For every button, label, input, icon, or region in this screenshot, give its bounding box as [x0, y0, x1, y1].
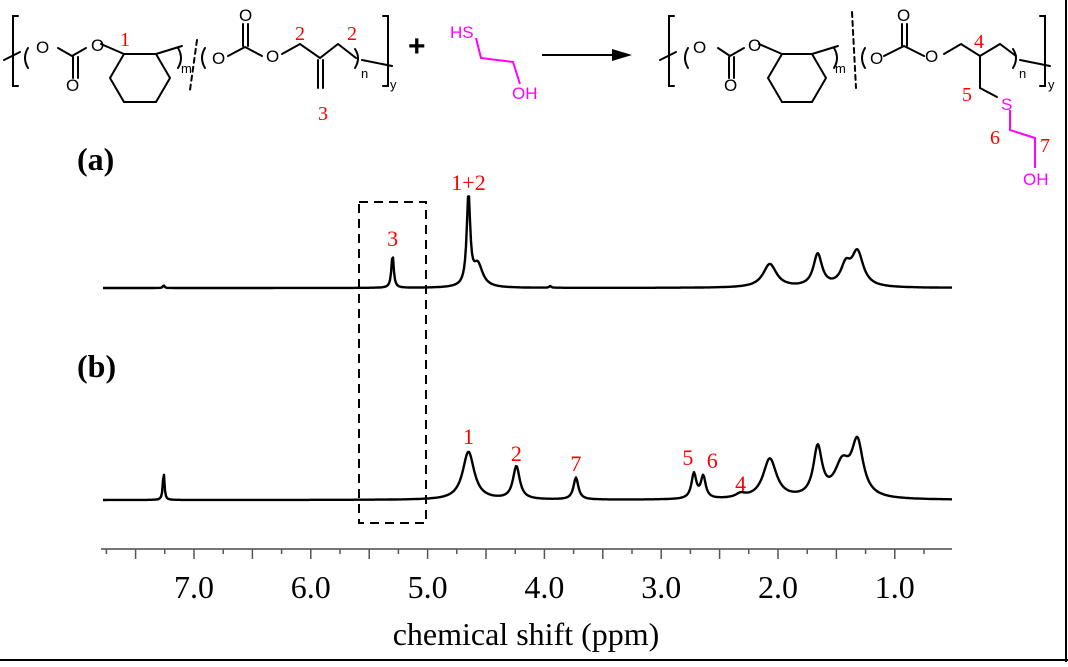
product-graft: S OH [1001, 95, 1049, 189]
svg-text:5: 5 [962, 84, 972, 106]
spectrum-b [102, 435, 953, 502]
svg-text:O: O [36, 38, 49, 57]
highlight-box-vinyl-region [358, 201, 427, 524]
spectrum-trace [102, 195, 953, 290]
svg-text:O: O [748, 36, 761, 55]
x-tick-label: 3.0 [641, 569, 681, 605]
peak-label: 7 [570, 451, 581, 476]
svg-text:O: O [724, 76, 737, 95]
x-axis: 7.0 6.0 5.0 4.0 3.0 2.0 1.0 [101, 548, 952, 605]
svg-text:7: 7 [1040, 135, 1050, 157]
peak-label: 1+2 [451, 170, 485, 195]
plus-sign: + [408, 30, 426, 63]
svg-text:O: O [239, 6, 252, 25]
spectrum-a [102, 195, 953, 290]
peak-label: 2 [511, 441, 522, 466]
svg-text:O: O [91, 36, 104, 55]
figure-border-bottom [0, 659, 1068, 661]
product-proton-labels: 4 5 6 7 [962, 31, 1050, 157]
svg-text:y: y [390, 77, 397, 92]
peak-label: 6 [707, 448, 718, 473]
panel-label-a: (a) [77, 141, 114, 177]
svg-text:m: m [835, 61, 846, 76]
reactant-polymer-structure [3, 15, 393, 103]
svg-text:S: S [1001, 95, 1012, 114]
svg-text:HS: HS [450, 23, 474, 42]
peak-label: 3 [387, 226, 398, 251]
svg-text:O: O [870, 49, 883, 68]
figure-border-right [1065, 0, 1067, 662]
svg-text:n: n [1019, 66, 1026, 81]
x-tick-label: 1.0 [875, 569, 915, 605]
svg-text:O: O [212, 49, 225, 68]
x-axis-title: chemical shift (ppm) [393, 616, 660, 652]
svg-text:OH: OH [512, 84, 538, 103]
svg-text:O: O [693, 38, 706, 57]
product-polymer-atoms: O O O O O O m n y [693, 6, 1055, 95]
peak-label: 4 [735, 471, 746, 496]
svg-text:n: n [361, 66, 368, 81]
mercaptoethanol-structure: HS OH [450, 23, 538, 103]
svg-text:O: O [266, 47, 279, 66]
peak-label: 1 [463, 424, 474, 449]
svg-text:O: O [66, 76, 79, 95]
svg-text:6: 6 [990, 127, 1000, 149]
svg-text:4: 4 [974, 31, 984, 53]
peak-labels: 3 1+2 1 2 7 5 64 [387, 170, 746, 496]
x-tick-label: 4.0 [524, 569, 564, 605]
svg-text:2: 2 [347, 23, 357, 45]
svg-text:m: m [181, 61, 192, 76]
x-tick-label: 5.0 [408, 569, 448, 605]
x-tick-label: 6.0 [291, 569, 331, 605]
x-tick-label: 7.0 [174, 569, 214, 605]
svg-text:2: 2 [295, 23, 305, 45]
svg-text:3: 3 [318, 103, 328, 125]
x-tick-label: 2.0 [758, 569, 798, 605]
spectrum-trace [102, 435, 953, 502]
svg-text:1: 1 [120, 29, 130, 51]
panel-label-b: (b) [77, 348, 116, 384]
peak-label: 5 [682, 445, 693, 470]
svg-text:y: y [1048, 77, 1055, 92]
product-polymer-structure [659, 11, 1051, 103]
reaction-arrow [542, 49, 632, 61]
reactant-proton-labels: 1 2 2 3 [120, 23, 357, 125]
svg-text:O: O [897, 6, 910, 25]
svg-text:OH: OH [1023, 170, 1049, 189]
svg-text:O: O [925, 47, 938, 66]
reactant-polymer-atoms: O O O O O O m n y [36, 6, 397, 95]
